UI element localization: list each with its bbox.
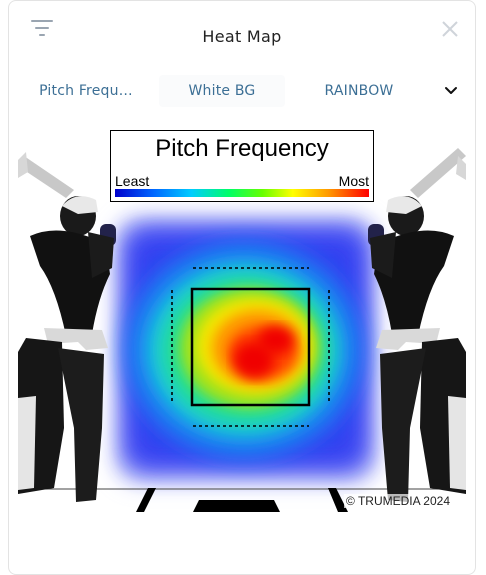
- copyright-notice: © TRUMEDIA 2024: [344, 494, 452, 508]
- close-icon: [442, 21, 458, 37]
- header: Heat Map: [9, 1, 475, 71]
- page-title: Heat Map: [202, 27, 282, 46]
- heat-map-card: Heat Map Pitch Frequ… White BG RAINBOW: [8, 0, 476, 575]
- left-batter-silhouette: [18, 152, 116, 502]
- tab-color-scheme[interactable]: RAINBOW: [324, 83, 394, 99]
- heat-map-graphic: [18, 148, 466, 512]
- legend-color-scale: [115, 189, 369, 197]
- shadow-zone: [171, 267, 330, 427]
- batters-box-right: [328, 488, 348, 512]
- filter-icon-line: [39, 34, 45, 36]
- close-button[interactable]: [439, 18, 461, 40]
- tab-background[interactable]: White BG: [159, 75, 285, 107]
- option-tabs: Pitch Frequ… White BG RAINBOW: [9, 75, 475, 107]
- filter-icon-line: [35, 27, 49, 29]
- home-plate: [193, 500, 280, 512]
- legend-min-label: Least: [115, 173, 150, 189]
- tab-metric[interactable]: Pitch Frequ…: [39, 83, 133, 99]
- dropdown-toggle[interactable]: [443, 83, 459, 99]
- right-batter-silhouette: [368, 148, 466, 502]
- batters-box-left: [136, 488, 156, 512]
- chevron-down-icon: [445, 87, 457, 94]
- heat-density: [114, 216, 378, 484]
- heat-map-visual: Pitch Frequency Least Most © TRUMEDIA 20…: [18, 128, 466, 512]
- legend: Pitch Frequency Least Most: [110, 130, 374, 202]
- filter-button[interactable]: [29, 17, 55, 39]
- legend-max-label: Most: [338, 173, 369, 189]
- strike-zone: [190, 287, 311, 407]
- legend-title: Pitch Frequency: [155, 135, 329, 162]
- filter-icon: [31, 20, 53, 22]
